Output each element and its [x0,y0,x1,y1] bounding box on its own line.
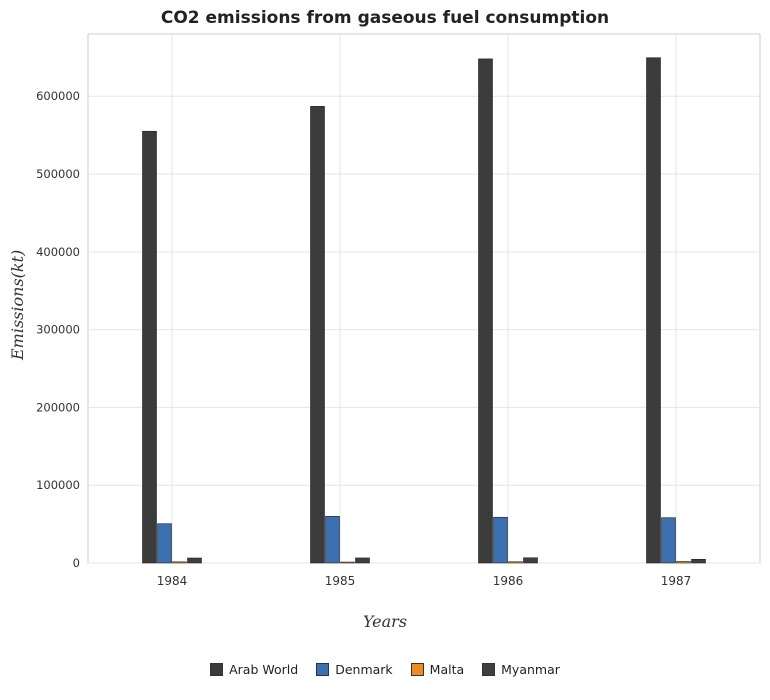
bar-malta-1987 [676,561,691,564]
legend-label: Denmark [335,662,393,677]
y-tick-label: 600000 [36,89,80,103]
bar-denmark-1985 [325,516,340,564]
legend-swatch [210,663,224,676]
legend-item: Malta [410,662,465,677]
bar-arab-world-1984 [142,130,157,564]
bar-malta-1984 [172,561,187,564]
legend-item: Denmark [316,662,393,677]
bar-arab-world-1985 [310,106,325,564]
bar-denmark-1986 [493,516,508,564]
legend-label: Arab World [229,662,299,677]
y-tick-label: 100000 [36,478,80,492]
legend-swatch [410,663,424,676]
x-tick-label: 1986 [493,574,524,588]
legend: Arab World Denmark Malta Myanmar [0,662,770,677]
legend-item: Myanmar [482,662,560,677]
bars [142,57,706,564]
y-tick-label: 300000 [36,323,80,337]
bar-denmark-1984 [157,523,172,564]
bar-arab-world-1987 [646,57,661,564]
y-axis-label: Emissions(kt) [8,249,27,360]
legend-swatch [316,663,330,676]
bar-myanmar-1984 [187,557,202,564]
bar-malta-1986 [508,561,523,564]
bar-myanmar-1985 [355,557,370,564]
y-tick-label: 0 [73,556,80,570]
bar-malta-1985 [340,561,355,564]
y-tick-label: 400000 [36,245,80,259]
legend-item: Arab World [210,662,298,677]
legend-swatch [482,663,496,676]
bar-denmark-1987 [661,517,676,564]
y-tick-label: 200000 [36,400,80,414]
bar-myanmar-1986 [523,557,538,564]
x-tick-label: 1987 [661,574,692,588]
bar-arab-world-1986 [478,58,493,564]
legend-label: Myanmar [501,662,560,677]
y-tick-label: 500000 [36,167,80,181]
bar-myanmar-1987 [691,558,706,564]
legend-label: Malta [429,662,465,677]
x-tick-label: 1985 [325,574,356,588]
chart-title: CO2 emissions from gaseous fuel consumpt… [160,8,610,28]
x-tick-label: 1984 [157,574,188,588]
axes: 0 100000 200000 300000 400000 500000 600000 198… [36,89,691,588]
x-axis-label: Years [362,612,408,631]
